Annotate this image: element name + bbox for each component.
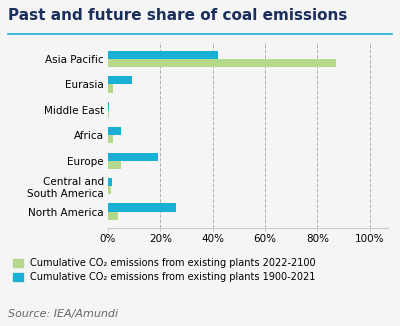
Bar <box>108 84 113 93</box>
Bar <box>108 59 336 67</box>
Bar <box>108 178 112 186</box>
Text: Past and future share of coal emissions: Past and future share of coal emissions <box>8 8 347 23</box>
Bar <box>108 212 118 220</box>
Bar <box>108 153 158 161</box>
Bar <box>108 203 176 212</box>
Bar <box>108 76 132 84</box>
Bar <box>108 102 109 110</box>
Text: Source: IEA/Amundi: Source: IEA/Amundi <box>8 309 118 319</box>
Bar <box>108 161 121 169</box>
Legend: Cumulative CO₂ emissions from existing plants 2022-2100, Cumulative CO₂ emission: Cumulative CO₂ emissions from existing p… <box>13 258 316 282</box>
Bar <box>108 110 109 118</box>
Bar <box>108 127 121 135</box>
Bar <box>108 51 218 59</box>
Bar <box>108 135 113 143</box>
Bar <box>108 186 111 194</box>
